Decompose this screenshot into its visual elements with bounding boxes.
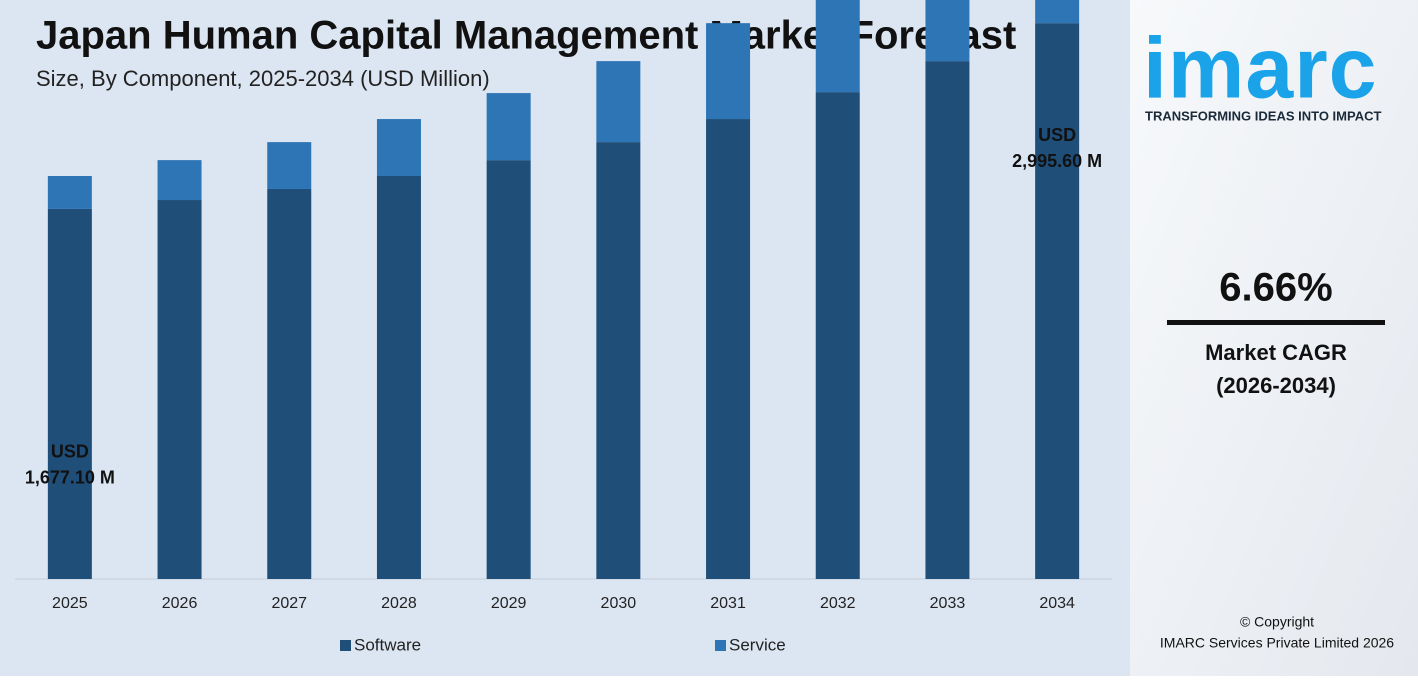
bar-segment	[815, 92, 860, 579]
cagr-period: (2026-2034)	[1216, 373, 1336, 398]
bar-segment	[267, 142, 312, 189]
bar-segment	[376, 175, 421, 579]
chart-subtitle: Size, By Component, 2025-2034 (USD Milli…	[36, 66, 490, 91]
bar-segment	[47, 208, 92, 579]
copyright: © Copyright	[1240, 614, 1314, 630]
divider	[1167, 320, 1385, 325]
bar-segment	[157, 160, 202, 201]
bar-segment	[47, 175, 92, 209]
bar-segment	[1035, 0, 1080, 24]
x-tick-label: 2032	[820, 595, 856, 612]
bar-segment	[925, 0, 970, 62]
sidebar-background	[1130, 0, 1418, 676]
x-tick-label: 2027	[271, 595, 307, 612]
bar-segment	[1035, 23, 1080, 580]
legend-swatch	[340, 640, 351, 651]
x-tick-label: 2028	[381, 595, 417, 612]
bar-segment	[706, 23, 751, 120]
annotation-value: 2,995.60 M	[1012, 151, 1102, 171]
cagr-value: 6.66%	[1219, 266, 1332, 310]
logo: imarc	[1143, 21, 1378, 117]
x-tick-label: 2031	[710, 595, 746, 612]
bar-segment	[157, 200, 202, 579]
chart-title: Japan Human Capital Management Market Fo…	[36, 14, 1016, 58]
bar-segment	[815, 0, 860, 93]
cagr-label: Market CAGR	[1205, 340, 1347, 365]
x-tick-label: 2029	[491, 595, 527, 612]
bar-segment	[267, 188, 312, 580]
bar-segment	[376, 119, 421, 176]
x-tick-label: 2030	[601, 595, 637, 612]
bar-segment	[596, 61, 641, 143]
x-tick-label: 2033	[930, 595, 966, 612]
tagline: TRANSFORMING IDEAS INTO IMPACT	[1145, 108, 1381, 123]
bar-segment	[486, 160, 531, 580]
annotation-prefix: USD	[51, 442, 89, 462]
legend-label: Software	[354, 635, 421, 654]
annotation-value: 1,677.10 M	[25, 468, 115, 488]
legend-swatch	[715, 640, 726, 651]
x-tick-label: 2026	[162, 595, 198, 612]
x-tick-label: 2025	[52, 595, 88, 612]
legend-label: Service	[729, 635, 786, 654]
x-tick-label: 2034	[1039, 595, 1075, 612]
company: IMARC Services Private Limited 2026	[1160, 635, 1394, 651]
bar-segment	[486, 93, 531, 161]
bar-segment	[706, 119, 751, 579]
bar-segment	[925, 61, 970, 580]
annotation-prefix: USD	[1038, 125, 1076, 145]
bar-segment	[596, 142, 641, 580]
